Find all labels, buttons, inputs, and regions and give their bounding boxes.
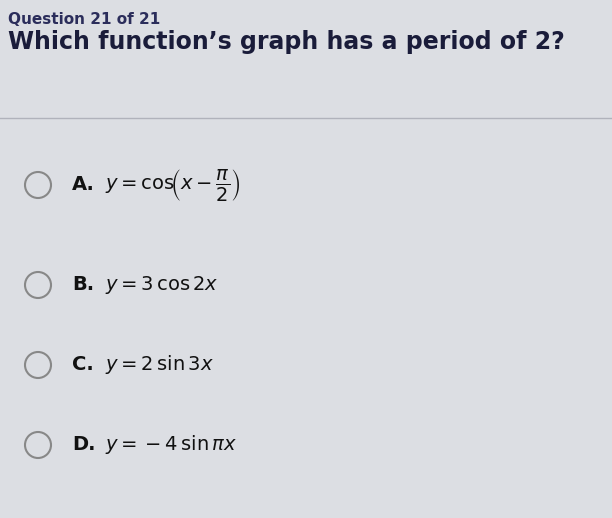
Text: $y = \mathrm{cos}\!\left(x - \dfrac{\pi}{2}\right)$: $y = \mathrm{cos}\!\left(x - \dfrac{\pi}… — [105, 167, 241, 203]
Circle shape — [25, 432, 51, 458]
Circle shape — [25, 272, 51, 298]
Text: Which function’s graph has a period of 2?: Which function’s graph has a period of 2… — [8, 30, 565, 54]
Circle shape — [25, 172, 51, 198]
Circle shape — [25, 352, 51, 378]
Text: $y = 2\,\mathrm{sin}\,3x$: $y = 2\,\mathrm{sin}\,3x$ — [105, 353, 214, 377]
Text: Question 21 of 21: Question 21 of 21 — [8, 12, 160, 27]
Text: C.: C. — [72, 355, 94, 375]
Text: A.: A. — [72, 176, 95, 194]
Text: $y = -4\,\mathrm{sin}\,\pi x$: $y = -4\,\mathrm{sin}\,\pi x$ — [105, 434, 237, 456]
Text: B.: B. — [72, 276, 94, 295]
Text: D.: D. — [72, 436, 95, 454]
Text: $y = 3\,\mathrm{cos}\,2x$: $y = 3\,\mathrm{cos}\,2x$ — [105, 274, 218, 296]
